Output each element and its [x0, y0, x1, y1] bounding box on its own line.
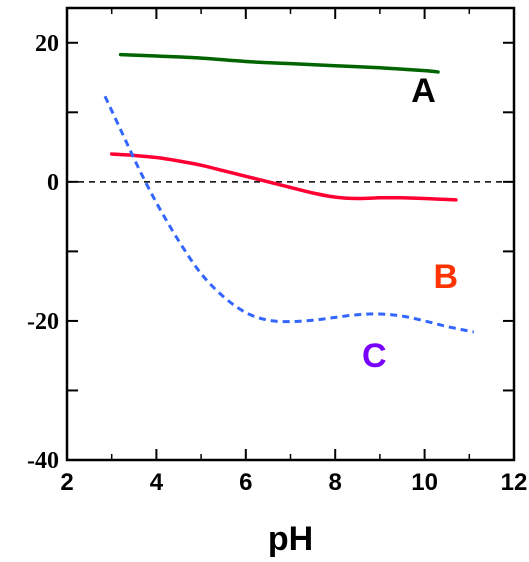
label-layer: A B C	[362, 72, 458, 375]
x-tick-label: 12	[501, 469, 528, 496]
tick-layer: 2 4 6 8 10 12 -40 -20 0 20	[27, 8, 527, 496]
series-label-a: A	[411, 72, 436, 110]
series-label-b: B	[434, 258, 459, 296]
x-axis-title: pH	[268, 520, 313, 558]
series-line-c	[103, 95, 475, 334]
x-tick-label: 6	[239, 469, 252, 496]
series-label-c: C	[362, 337, 387, 375]
x-tick-label: 10	[411, 469, 438, 496]
y-tick-label: 20	[35, 31, 59, 57]
y-tick-label: -40	[27, 448, 59, 474]
series-line-a	[118, 52, 440, 74]
y-tick-label: -20	[27, 309, 59, 335]
series-line-b	[109, 152, 458, 202]
x-tick-label: 2	[60, 469, 73, 496]
x-tick-label: 8	[329, 469, 342, 496]
x-tick-label: 4	[150, 469, 164, 496]
series-layer	[103, 52, 475, 334]
plot-frame	[65, 6, 516, 462]
y-tick-label: 0	[47, 170, 59, 196]
